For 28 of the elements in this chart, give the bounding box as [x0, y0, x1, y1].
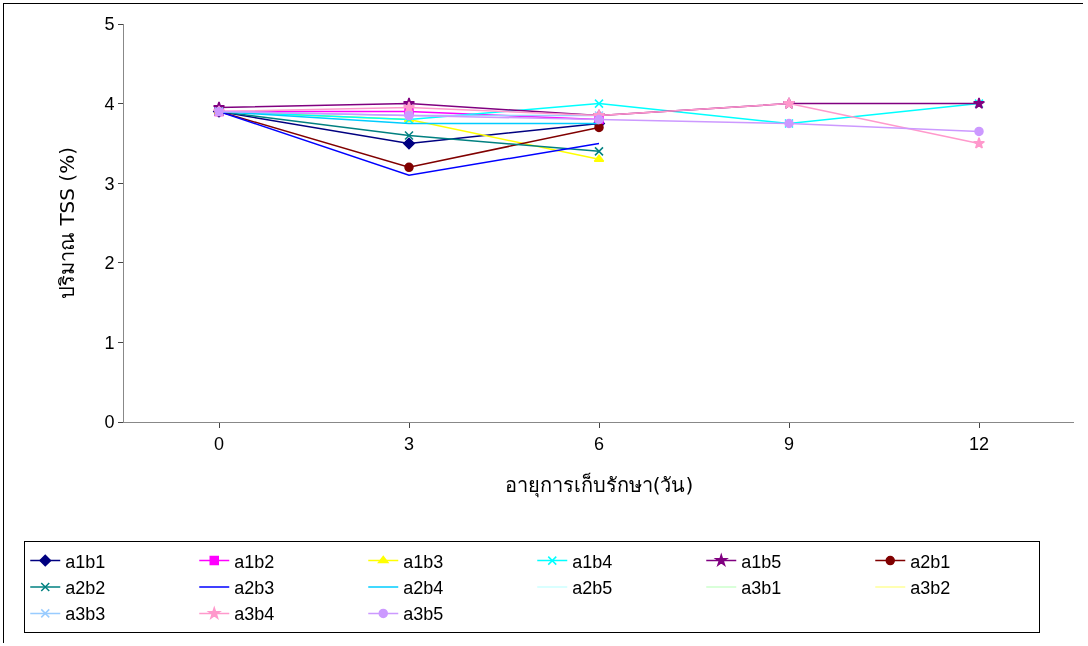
legend-label: a3b2: [910, 578, 951, 599]
legend-label: a2b2: [65, 578, 106, 599]
y-tick-label: 2: [104, 253, 115, 274]
legend-label: a2b5: [572, 578, 613, 599]
x-tick-label: 0: [213, 433, 225, 454]
legend-label: a1b5: [741, 551, 782, 572]
legend-label: a2b3: [234, 578, 275, 599]
x-tick-label: 12: [968, 433, 990, 454]
x-tick-label: 3: [403, 433, 415, 454]
x-tick-label: 9: [783, 433, 795, 454]
y-tick-label: 3: [104, 173, 115, 194]
legend-label: a3b4: [234, 604, 275, 625]
x-tick-label: 6: [593, 433, 605, 454]
y-tick-label: 0: [104, 412, 115, 433]
legend-label: a1b3: [403, 551, 444, 572]
y-tick-label: 1: [104, 332, 115, 353]
legend-label: a2b4: [403, 578, 444, 599]
legend-label: a1b2: [234, 551, 275, 572]
legend-label: a2b1: [910, 551, 951, 572]
y-tick-label: 5: [104, 14, 115, 35]
legend-label: a3b5: [403, 604, 444, 625]
legend-label: a1b1: [65, 551, 106, 572]
legend-label: a3b1: [741, 578, 782, 599]
legend-label: a3b3: [65, 604, 106, 625]
legend-label: a1b4: [572, 551, 613, 572]
x-axis-title: อายุการเก็บรักษา(วัน): [504, 472, 694, 498]
y-tick-label: 4: [104, 93, 115, 114]
y-axis-title: ปริมาณ TSS (%): [55, 147, 79, 299]
